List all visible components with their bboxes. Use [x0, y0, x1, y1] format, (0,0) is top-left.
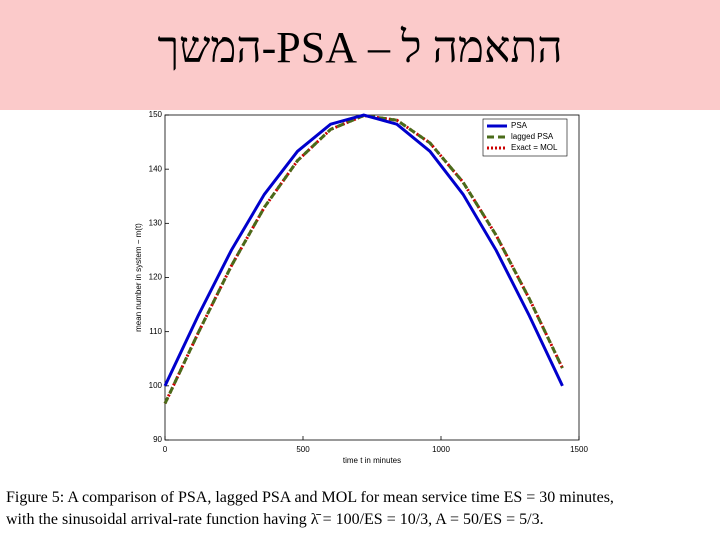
slide-title: התאמה ל – PSA-המשך	[157, 23, 563, 72]
y-tick-label: 140	[149, 164, 163, 173]
y-axis-label: mean number in system − m(t)	[134, 223, 143, 332]
legend-label: PSA	[511, 121, 528, 130]
series-line	[163, 114, 564, 405]
x-tick-label: 1000	[432, 445, 450, 454]
header-band	[0, 0, 720, 110]
legend-label: Exact = MOL	[511, 143, 558, 152]
x-axis-label: time t in minutes	[343, 456, 401, 465]
x-tick-label: 500	[296, 445, 310, 454]
legend-label: lagged PSA	[511, 132, 554, 141]
series-line	[163, 113, 564, 387]
y-tick-label: 90	[153, 435, 162, 444]
caption-line: Figure 5: A comparison of PSA, lagged PS…	[6, 489, 614, 506]
y-tick-label: 100	[149, 381, 163, 390]
x-tick-label: 0	[163, 445, 168, 454]
x-tick-label: 1500	[570, 445, 588, 454]
y-tick-label: 120	[149, 273, 163, 282]
caption-line: with the sinusoidal arrival-rate functio…	[6, 511, 544, 528]
y-tick-label: 110	[149, 327, 162, 336]
y-tick-label: 150	[149, 110, 163, 119]
y-tick-label: 130	[149, 218, 163, 227]
